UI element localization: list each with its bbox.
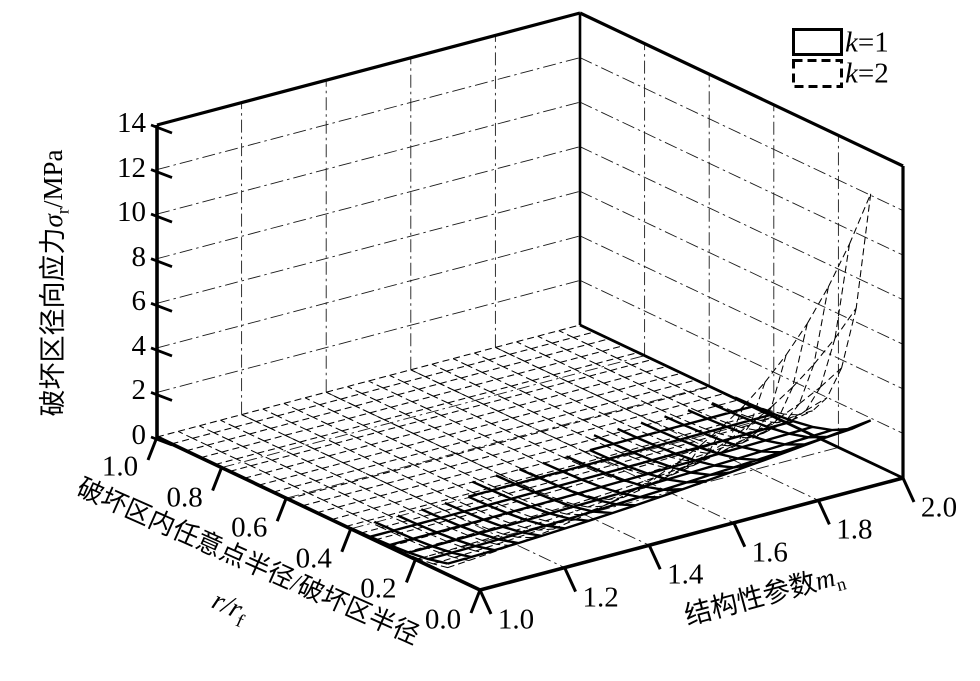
legend-label-k2: k=2 [845,57,889,90]
legend-k1-rest: =1 [857,26,889,59]
legend-swatch-k1 [792,28,843,56]
legend-k2-var: k [845,57,858,90]
legend [792,28,843,88]
m-tick-label: 1.8 [836,513,873,546]
r-tick-label: 1.0 [101,450,139,483]
m-tick-label: 1.6 [751,536,788,569]
r-tick-label: 0.4 [295,542,332,575]
z-axis-unit: /MPa [38,149,69,209]
legend-k1-var: k [845,26,858,59]
r-tick-label: 0.0 [424,603,462,636]
z-tick-label: 0 [131,419,147,451]
z-tick-label: 4 [131,329,147,362]
k1-surface-mesh [350,396,872,565]
box-edges [155,11,905,592]
m-tick-label: 1.2 [582,581,619,614]
right-wall-gridlines [579,43,904,448]
z-tick-label: 2 [131,374,147,407]
r-tick-label: 0.2 [360,572,397,605]
m-tick-label: 2.0 [920,491,958,524]
z-axis-sigma: σ [38,214,69,228]
left-wall-gridlines [156,35,581,415]
z-tick-label: 14 [117,106,146,139]
m-tick-label: 1.4 [667,558,704,591]
z-tick-label: 10 [117,196,146,229]
legend-label-k1: k=1 [845,26,889,59]
legend-swatch-k2 [792,59,843,88]
z-tick-label: 8 [131,240,147,273]
m-tick-label: 1.0 [497,603,535,636]
r-tick-label: 0.8 [166,481,203,514]
z-axis-title-cn: 破坏区径向应力 [38,227,69,417]
k2-surface-mesh-steep [468,193,872,561]
axis-ticks [146,123,916,615]
z-tick-label: 12 [117,151,146,184]
z-tick-label: 6 [131,285,147,318]
legend-k2-rest: =2 [857,57,889,90]
r-tick-label: 0.6 [231,511,268,544]
